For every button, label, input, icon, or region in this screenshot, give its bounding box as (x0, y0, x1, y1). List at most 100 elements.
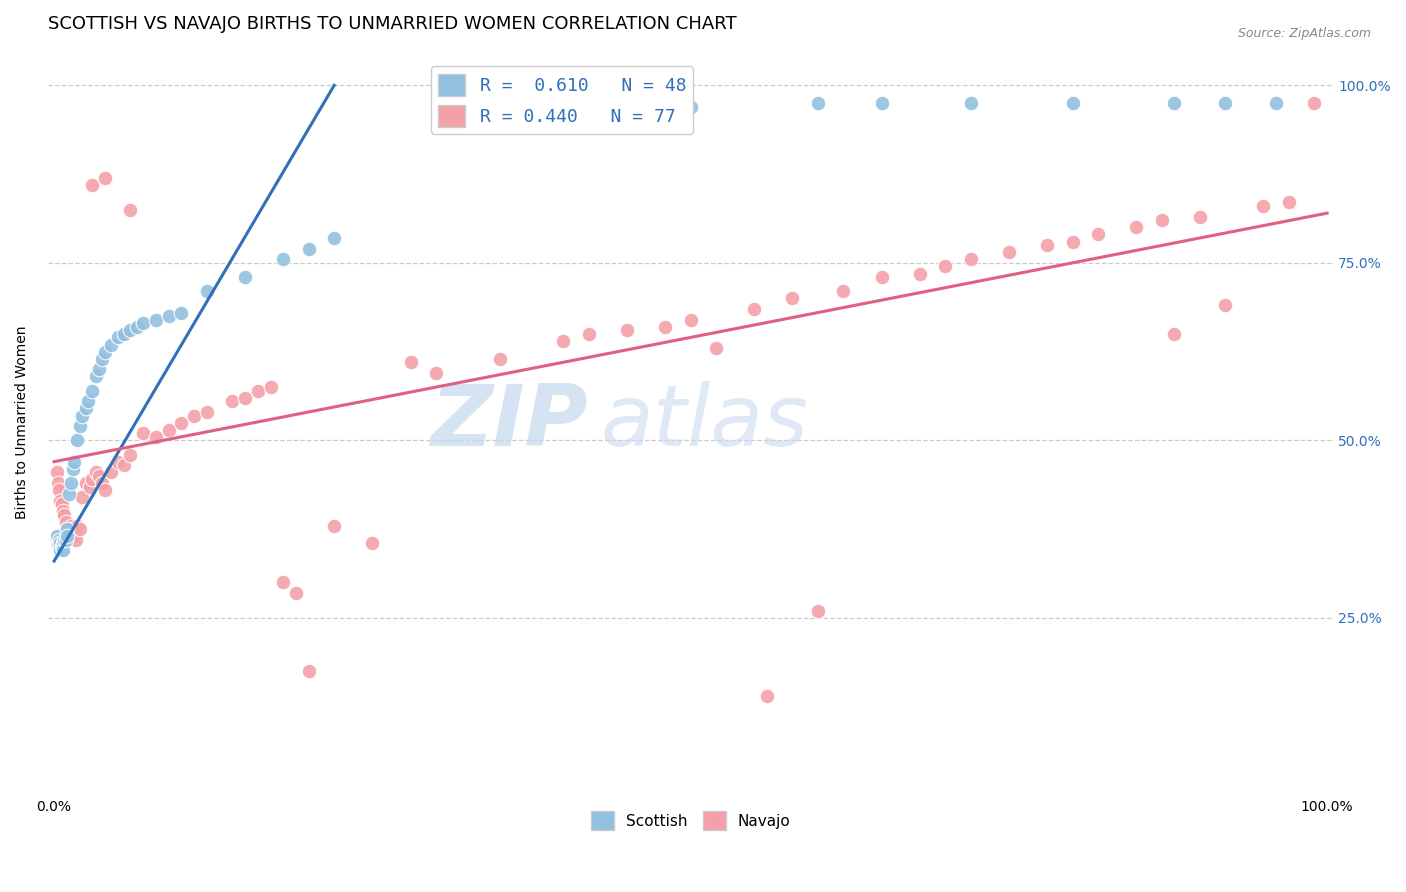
Point (285, 586, 308, 600)
Point (221, 394, 243, 409)
Point (56, 522, 79, 536)
Point (1303, 96, 1326, 111)
Point (53, 508, 76, 522)
Point (246, 384, 269, 398)
Point (578, 326, 600, 341)
Point (51, 497, 73, 511)
Point (399, 355, 422, 369)
Point (959, 96, 981, 111)
Point (998, 245, 1021, 260)
Point (48, 483, 70, 497)
Point (361, 536, 384, 550)
Point (679, 312, 702, 326)
Point (271, 575, 294, 590)
Point (52, 536, 75, 550)
Point (100, 337, 122, 351)
Point (59, 518, 82, 533)
Point (1213, 96, 1236, 111)
Point (52, 504, 75, 518)
Point (48, 533, 70, 547)
Point (56, 525, 79, 540)
Point (55, 515, 77, 529)
Point (59, 475, 82, 490)
Point (959, 252, 981, 267)
Point (233, 270, 256, 285)
Point (233, 391, 256, 405)
Point (1265, 96, 1288, 111)
Point (1253, 199, 1275, 213)
Point (1087, 227, 1109, 242)
Point (94, 483, 117, 497)
Legend: Scottish, Navajo: Scottish, Navajo (585, 805, 797, 836)
Point (1150, 213, 1173, 227)
Point (323, 231, 346, 245)
Point (157, 309, 180, 323)
Point (62, 462, 84, 476)
Point (145, 312, 167, 326)
Point (195, 405, 218, 419)
Point (120, 202, 142, 217)
Point (46, 536, 69, 550)
Point (259, 380, 281, 394)
Point (58, 529, 80, 543)
Point (49, 493, 72, 508)
Y-axis label: Births to Unmarried Women: Births to Unmarried Women (15, 326, 30, 519)
Point (132, 426, 155, 441)
Point (52, 543, 75, 558)
Point (807, 96, 830, 111)
Point (70, 490, 93, 504)
Point (82, 472, 104, 486)
Point (756, 689, 779, 703)
Point (1188, 210, 1211, 224)
Point (46, 475, 69, 490)
Point (807, 604, 830, 618)
Text: SCOTTISH VS NAVAJO BIRTHS TO UNMARRIED WOMEN CORRELATION CHART: SCOTTISH VS NAVAJO BIRTHS TO UNMARRIED W… (48, 15, 737, 33)
Point (75, 475, 97, 490)
Point (870, 96, 893, 111)
Point (934, 260, 956, 274)
Point (1036, 238, 1059, 252)
Point (94, 344, 117, 359)
Point (49, 543, 72, 558)
Point (82, 384, 104, 398)
Point (69, 419, 91, 434)
Point (53, 533, 76, 547)
Point (69, 522, 91, 536)
Point (58, 486, 80, 500)
Text: Source: ZipAtlas.com: Source: ZipAtlas.com (1237, 27, 1371, 40)
Point (1062, 96, 1084, 111)
Point (66, 434, 89, 448)
Point (55, 533, 77, 547)
Point (298, 664, 321, 678)
Point (704, 341, 727, 355)
Point (183, 409, 205, 423)
Point (63, 455, 86, 469)
Point (1125, 220, 1147, 235)
Point (62, 525, 84, 540)
Point (1163, 96, 1185, 111)
Point (82, 178, 104, 192)
Point (107, 330, 129, 344)
Point (84, 369, 107, 384)
Point (170, 305, 193, 319)
Point (100, 466, 122, 480)
Point (1163, 326, 1185, 341)
Point (56, 529, 79, 543)
Point (70, 409, 93, 423)
Point (94, 170, 117, 185)
Point (425, 366, 447, 380)
Point (125, 319, 148, 334)
Point (112, 326, 135, 341)
Point (107, 455, 129, 469)
Point (120, 448, 142, 462)
Point (157, 423, 180, 437)
Point (195, 285, 218, 299)
Point (87, 362, 110, 376)
Point (60, 522, 83, 536)
Point (298, 242, 321, 256)
Point (65, 533, 87, 547)
Point (49, 536, 72, 550)
Point (56, 522, 79, 536)
Point (323, 518, 346, 533)
Point (132, 316, 155, 330)
